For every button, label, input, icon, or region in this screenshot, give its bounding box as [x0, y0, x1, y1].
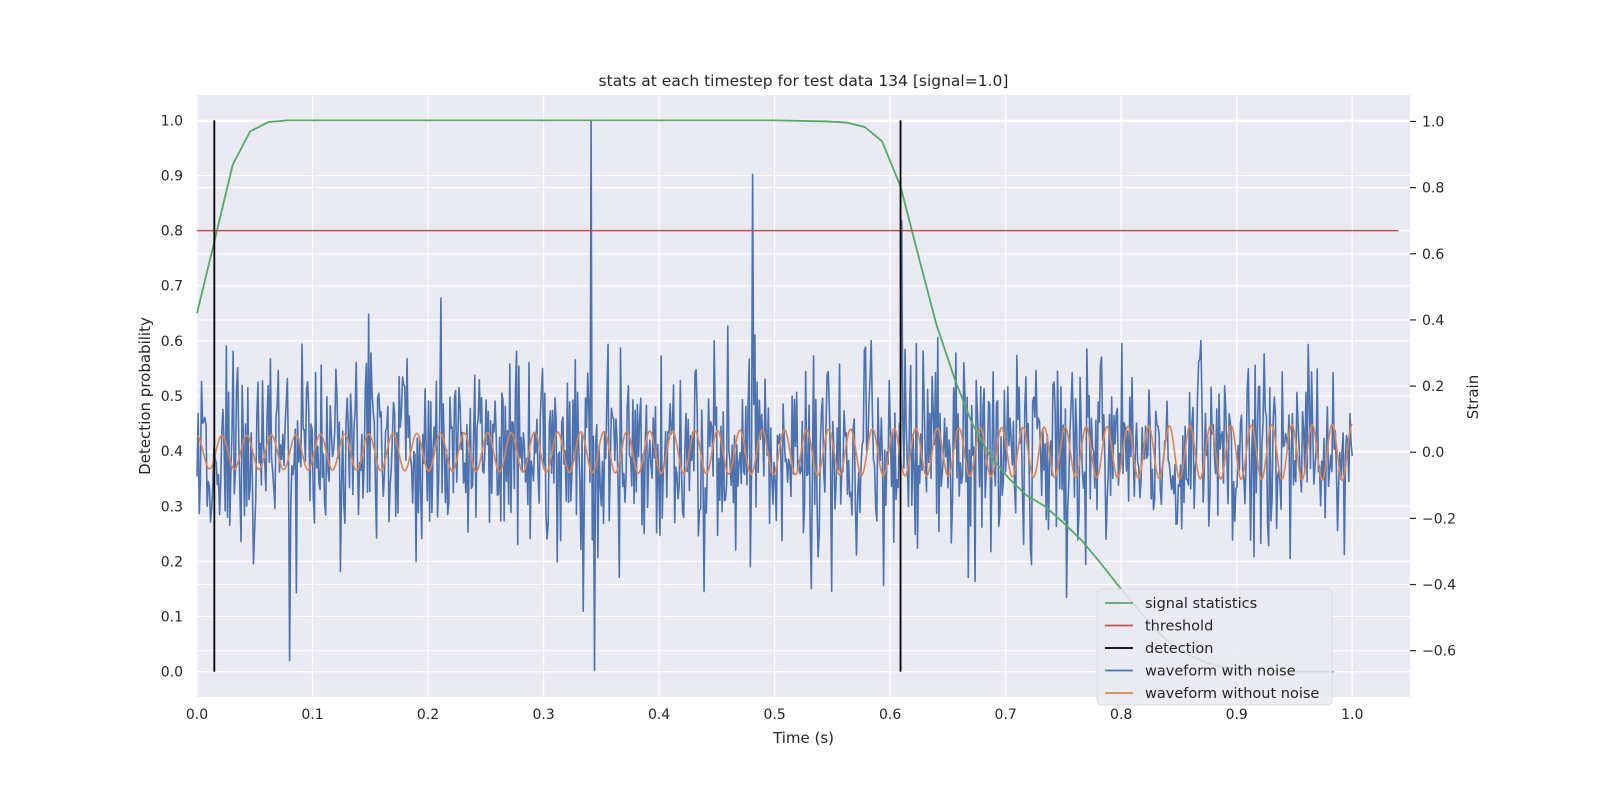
x-tick-label: 1.0 [1341, 707, 1363, 723]
y2-axis-label: Strain [1464, 375, 1482, 419]
y2-tick-label: −0.4 [1422, 578, 1456, 594]
y-tick-label: 1.0 [161, 113, 183, 129]
legend-box [1096, 588, 1333, 706]
y2-tick-label: −0.6 [1422, 644, 1456, 660]
y2-tick-label: 0.4 [1422, 313, 1444, 329]
y-tick-label: 0.7 [161, 279, 183, 295]
axes: 0.0 0.1 0.2 0.3 0.4 0.5 0.6 0.7 0.8 0.9 1.0 0.0 0.1 0… [161, 113, 1456, 723]
y2-tick-label: 1.0 [1422, 114, 1444, 130]
y2-tick-label: −0.2 [1422, 511, 1456, 527]
legend-label: detection [1145, 641, 1213, 657]
x-tick-label: 0.0 [186, 707, 208, 723]
y2-tick-label: 0.6 [1422, 247, 1444, 263]
x-tick-label: 0.8 [1110, 707, 1132, 723]
y-tick-label: 0.4 [161, 444, 183, 460]
x-tick-label: 0.5 [763, 707, 785, 723]
legend-label: threshold [1145, 619, 1213, 635]
x-tick-label: 0.2 [417, 707, 439, 723]
x-tick-label: 0.1 [301, 707, 323, 723]
legend-label: waveform without noise [1145, 686, 1319, 702]
x-tick-label: 0.3 [532, 707, 554, 723]
y-tick-label: 0.1 [161, 610, 183, 626]
y-axis-label: Detection probability [136, 317, 154, 475]
x-tick-label: 0.4 [648, 707, 670, 723]
y2-tick-label: 0.2 [1422, 379, 1444, 395]
y-tick-label: 0.9 [161, 168, 183, 184]
x-tick-label: 0.7 [995, 707, 1017, 723]
chart-title: stats at each timestep for test data 134… [599, 72, 1009, 90]
y-tick-label: 0.8 [161, 224, 183, 240]
waveform-without-noise-line [196, 423, 1353, 482]
y2-tick-label: 0.8 [1422, 181, 1444, 197]
x-axis-label: Time (s) [772, 729, 834, 747]
x-tick-label: 0.9 [1226, 707, 1248, 723]
legend-label: waveform with noise [1145, 664, 1296, 680]
y-tick-label: 0.6 [161, 334, 183, 350]
y-tick-label: 0.5 [161, 389, 183, 405]
x-tick-label: 0.6 [879, 707, 901, 723]
y2-tick-label: 0.0 [1422, 445, 1444, 461]
legend-label: signal statistics [1145, 596, 1257, 612]
y-tick-label: 0.0 [161, 665, 183, 681]
y-tick-label: 0.2 [161, 554, 183, 570]
y-tick-label: 0.3 [161, 499, 183, 515]
legend: signal statistics threshold detection wavef… [1096, 588, 1333, 706]
